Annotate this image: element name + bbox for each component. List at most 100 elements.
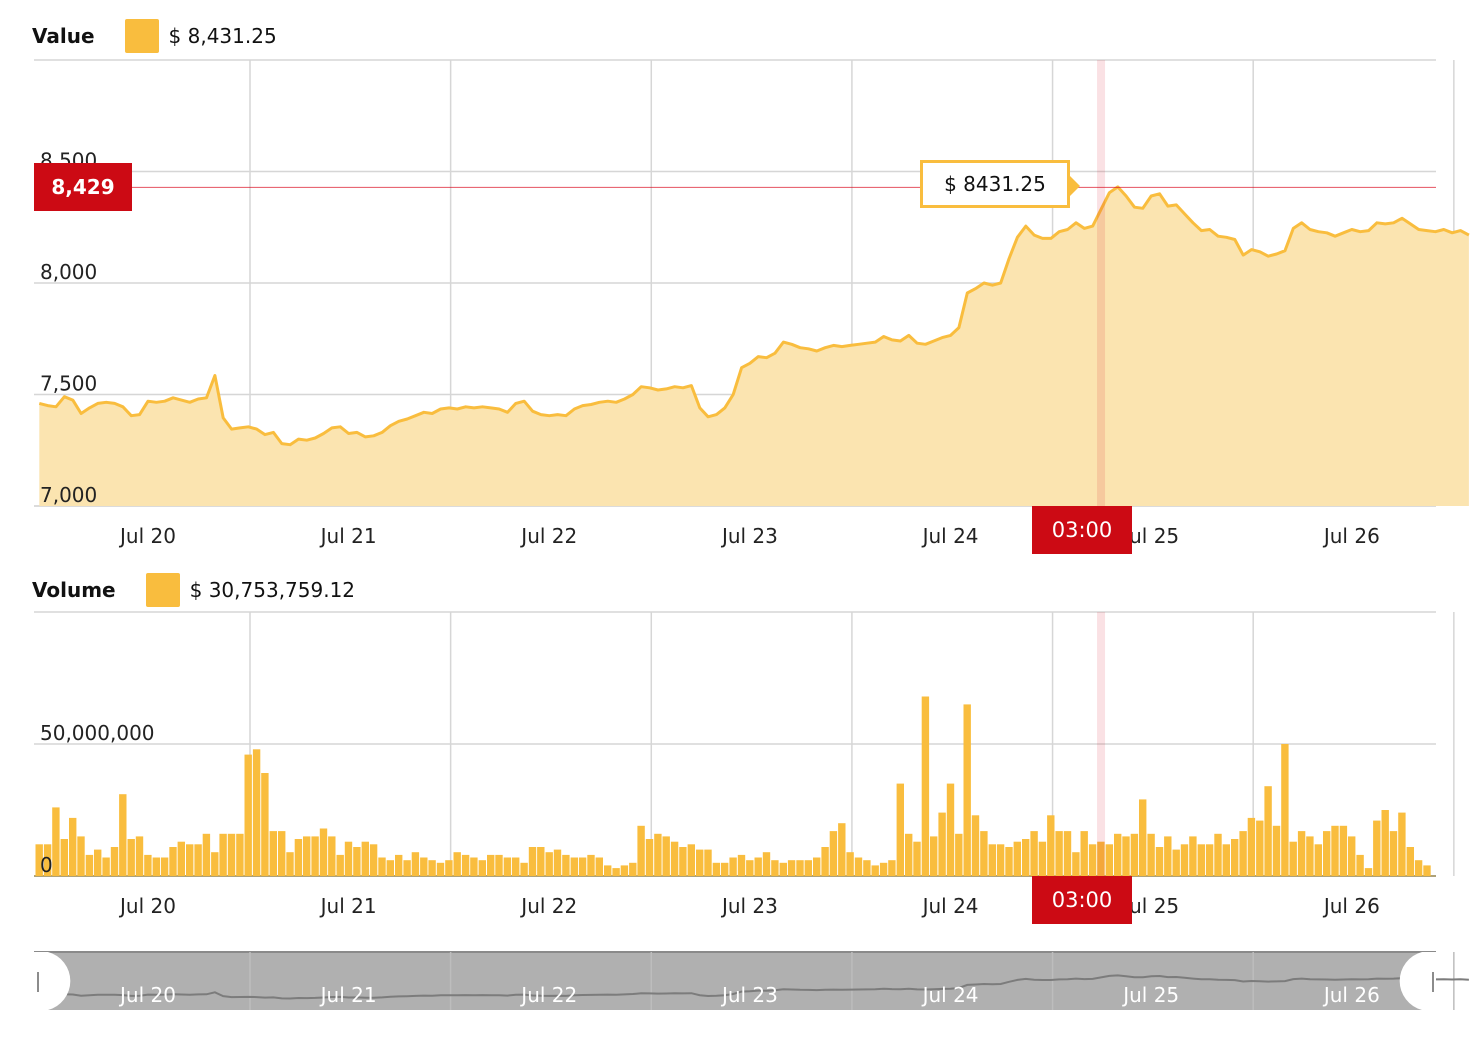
navigator-tick-label: Jul 20 — [118, 983, 176, 1007]
volume-bar — [963, 704, 971, 876]
volume-bar — [1364, 868, 1373, 876]
volume-bar — [771, 860, 779, 876]
volume-x-tick-label: Jul 24 — [921, 894, 979, 918]
volume-bar — [1289, 841, 1297, 876]
volume-bar — [645, 839, 654, 876]
volume-bar — [921, 696, 930, 876]
navigator-left-handle[interactable] — [34, 952, 71, 1010]
volume-bar — [654, 833, 662, 876]
value-x-tick-label: Jul 20 — [118, 524, 176, 548]
volume-bar — [1189, 836, 1197, 876]
value-x-tick-label: Jul 21 — [319, 524, 377, 548]
volume-bar — [1398, 812, 1406, 876]
value-x-tick-label: Jul 23 — [720, 524, 778, 548]
volume-bar — [905, 833, 913, 876]
volume-bar — [863, 860, 871, 876]
volume-bar — [453, 852, 461, 876]
volume-bar — [1247, 817, 1256, 876]
volume-bar — [553, 849, 562, 876]
value-legend[interactable]: Value $ 8,431.25 — [32, 16, 277, 56]
volume-bar — [570, 857, 578, 876]
volume-x-tick-label: Jul 22 — [519, 894, 577, 918]
volume-bar — [252, 749, 261, 876]
volume-bar — [1306, 836, 1314, 876]
volume-bar — [687, 844, 695, 876]
volume-bar — [278, 831, 286, 876]
volume-bar — [1356, 854, 1364, 876]
volume-bar — [244, 754, 252, 876]
crosshair-band-volume — [1097, 612, 1106, 876]
volume-bar — [562, 854, 570, 876]
navigator-line — [39, 974, 1469, 1000]
volume-bar — [1214, 833, 1222, 876]
volume-bar — [1256, 820, 1264, 876]
volume-bar — [537, 847, 545, 876]
volume-bar — [762, 852, 771, 876]
volume-bar — [152, 857, 160, 876]
volume-bar — [353, 847, 361, 876]
volume-plot[interactable] — [35, 696, 1431, 877]
volume-bar — [487, 854, 495, 876]
volume-bar — [829, 831, 838, 876]
volume-bar — [712, 862, 721, 876]
volume-bar — [369, 844, 378, 876]
volume-bar — [1063, 831, 1072, 876]
navigator-right-handle[interactable] — [1399, 952, 1436, 1010]
volume-bar — [411, 852, 420, 876]
volume-bar — [144, 854, 152, 876]
value-legend-value: $ 8,431.25 — [168, 24, 277, 48]
volume-legend[interactable]: Volume $ 30,753,759.12 — [32, 570, 355, 610]
navigator-tick-label: Jul 25 — [1121, 983, 1179, 1007]
volume-bar — [1005, 847, 1013, 876]
volume-bar — [1097, 841, 1105, 876]
volume-bar — [102, 857, 110, 876]
navigator[interactable]: Jul 20 Jul 21 Jul 22 Jul 23 Jul 24 Jul 25 Jul … — [34, 951, 1469, 1010]
value-x-tick-label: Jul 24 — [921, 524, 979, 548]
volume-bar — [637, 825, 645, 876]
volume-bar — [879, 862, 888, 876]
volume-bar — [1281, 744, 1289, 876]
value-x-tick-label: Jul 26 — [1322, 524, 1380, 548]
volume-bar — [236, 833, 244, 876]
tooltip-pointer — [1068, 174, 1080, 198]
volume-bar — [629, 862, 637, 876]
value-legend-swatch — [124, 19, 159, 53]
crosshair-time-badge-value: 03:00 — [1032, 506, 1132, 554]
volume-bar — [478, 860, 486, 876]
volume-bar — [779, 862, 787, 876]
volume-bar — [495, 854, 503, 876]
volume-bar — [269, 831, 277, 876]
volume-bar — [294, 839, 303, 876]
volume-bar — [60, 839, 68, 876]
volume-bar — [796, 860, 804, 876]
volume-bar — [545, 852, 553, 876]
volume-bar — [670, 841, 679, 876]
volume-bar — [612, 868, 620, 876]
volume-bar — [1348, 836, 1356, 876]
navigator-tick-label: Jul 23 — [720, 983, 778, 1007]
volume-bar — [988, 844, 996, 876]
volume-bar — [503, 857, 512, 876]
volume-bar — [737, 854, 746, 876]
price-tooltip: $ 8431.25 — [920, 160, 1070, 208]
volume-bar — [946, 783, 955, 876]
volume-bar — [110, 847, 119, 876]
volume-bar — [344, 841, 353, 876]
volume-bar — [1105, 844, 1113, 876]
volume-bar — [52, 807, 60, 876]
volume-bar — [1406, 847, 1414, 876]
volume-bar — [1389, 831, 1398, 876]
volume-bar — [1297, 831, 1306, 876]
volume-bar — [587, 854, 595, 876]
value-plot[interactable] — [38, 185, 1470, 506]
volume-bar — [1205, 844, 1214, 876]
volume-bar — [888, 860, 896, 876]
volume-bar — [43, 844, 52, 876]
volume-bar — [1231, 839, 1239, 876]
volume-bar — [930, 836, 938, 876]
crosshair-band-value — [1097, 60, 1106, 506]
volume-legend-value: $ 30,753,759.12 — [189, 578, 356, 602]
volume-bar — [813, 857, 821, 876]
volume-x-tick-label: Jul 26 — [1322, 894, 1380, 918]
volume-bar — [194, 844, 202, 876]
